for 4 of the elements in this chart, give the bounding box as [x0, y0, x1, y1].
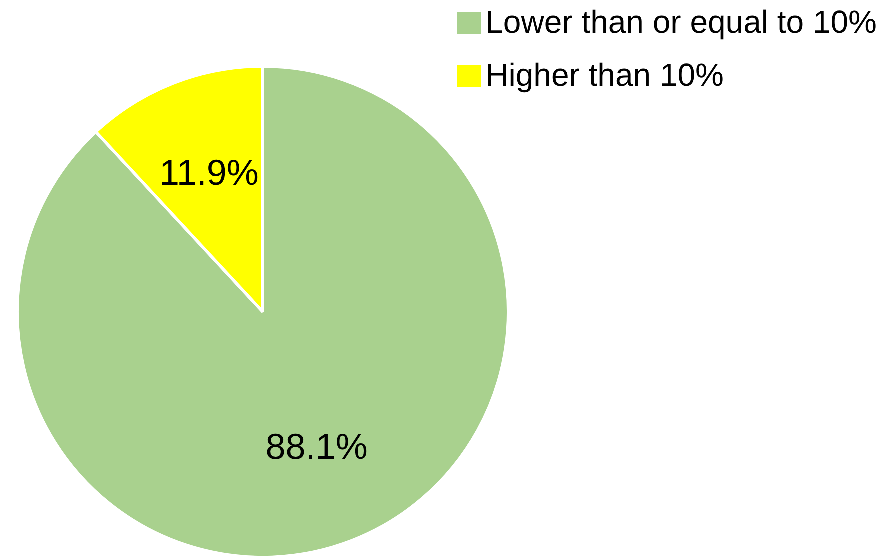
data-label: 88.1%	[266, 426, 368, 468]
legend-label: Lower than or equal to 10%	[486, 4, 877, 41]
data-label: 11.9%	[160, 152, 259, 193]
legend-label: Higher than 10%	[486, 57, 724, 94]
